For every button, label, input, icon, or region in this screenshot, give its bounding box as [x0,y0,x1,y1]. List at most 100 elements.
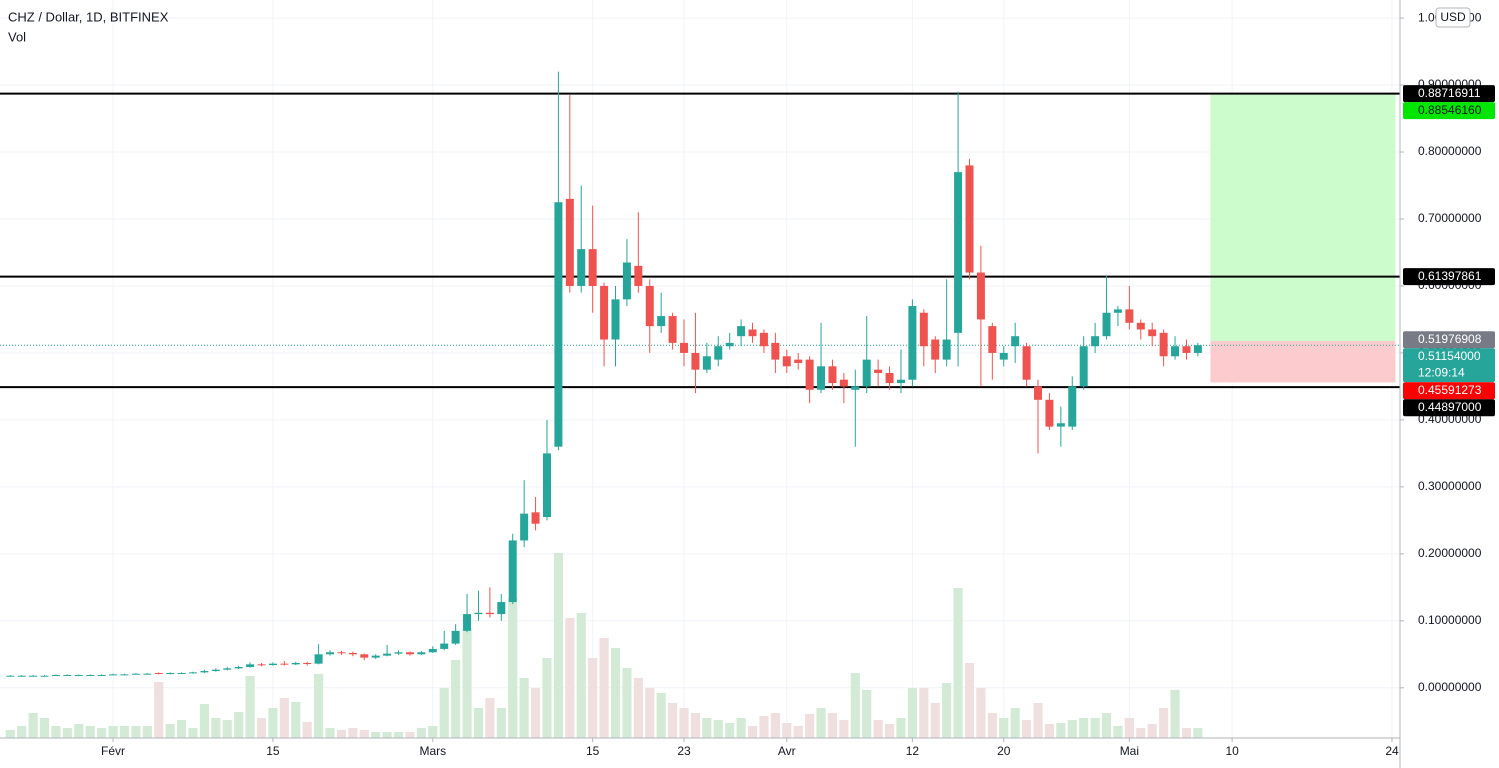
candle-body [74,675,83,677]
volume-bar [28,713,38,738]
candle-body [520,513,529,541]
candle-body [919,312,928,347]
volume-bar [108,726,118,738]
candle-body [1159,332,1168,357]
price-tag-label: 0.88716911 [1418,86,1481,100]
candle-body [942,339,951,360]
volume-bar [1010,708,1020,738]
candle-body [120,674,129,676]
volume-bar [645,688,655,738]
candle-body [565,198,574,286]
candle-body [337,652,346,654]
volume-bar [942,683,952,738]
volume-bar [1079,718,1089,738]
candle-body [371,655,380,658]
volume-bar [371,732,381,738]
volume-bar [770,713,780,738]
candle-body [200,671,209,673]
candle-body [51,675,60,677]
volume-bar [211,718,221,738]
candle-body [851,386,860,390]
x-tick-label: Avr [778,744,796,758]
volume-bar [62,728,72,738]
volume-bar [805,714,815,738]
volume-bar [314,674,324,738]
volume-bar [1090,718,1100,738]
candle-body [965,165,974,273]
candle-body [234,667,243,669]
volume-bar [85,726,95,738]
candle-body [109,674,118,676]
candle-body [1068,386,1077,427]
candle-layer [6,71,1202,677]
candle-body [771,342,780,360]
volume-bar [668,703,678,738]
volume-bar [359,730,369,738]
currency-box[interactable] [1435,7,1471,28]
price-tag [1403,399,1495,417]
volume-bar [245,676,255,738]
x-tick-label: 24 [1385,744,1399,758]
volume-bar [862,690,872,738]
price-tag [1403,268,1495,286]
candle-body [40,675,49,677]
volume-bar [656,693,666,738]
y-tick-label: 0.20000000 [1418,546,1482,560]
price-tag-label: 0.61397861 [1418,269,1482,283]
candle-body [839,379,848,387]
volume-bar [1159,708,1169,738]
volume-bar [348,728,358,738]
x-tick-label: 10 [1225,744,1239,758]
x-tick-label: Mars [419,744,446,758]
volume-bar [74,724,84,738]
volume-bar [256,718,267,738]
candle-body [554,202,563,447]
volume-bar [485,698,495,738]
x-tick-label: 20 [997,744,1011,758]
volume-bar [154,682,164,738]
candle-body [508,540,517,603]
candle-body [1148,329,1157,337]
candle-body [17,675,26,677]
volume-bar [131,726,141,738]
volume-bar [519,678,529,738]
volume-bar [907,688,917,738]
candle-body [680,342,689,353]
price-tag [1403,348,1495,383]
candle-body [29,675,38,677]
volume-bar [999,718,1009,738]
volume-bar [633,678,643,738]
price-tag-layer: 0.88716911 0.88546160 0.61397861 0.51976908… [1403,85,1495,417]
volume-bar [679,708,689,738]
x-tick-label: Févr [101,744,125,758]
volume-bar [976,688,986,738]
volume-bar [1022,720,1032,738]
candle-body [954,172,963,333]
volume-bar [588,658,598,738]
volume-bar [1044,724,1054,738]
candle-body [268,663,277,666]
candle-body [759,332,768,347]
volume-bar [5,730,15,738]
candle-body [474,612,483,615]
candle-body [805,359,814,390]
y-tick-label: 0.30000000 [1418,479,1482,493]
candle-body [1193,345,1202,353]
x-tick-label: 15 [586,744,600,758]
volume-bar [747,726,758,738]
candle-body [257,664,266,666]
candle-body [1022,346,1031,380]
candle-body [280,663,289,665]
price-tag [1403,85,1495,103]
candle-body [782,356,791,367]
candle-body [600,285,609,340]
candle-body [748,329,757,337]
loss-zone [1210,340,1396,383]
volume-bar [964,663,975,738]
candle-body [737,326,746,337]
volume-bar [382,732,392,738]
candle-body [451,630,460,644]
x-tick-label: 15 [266,744,280,758]
volume-bar [622,668,632,738]
